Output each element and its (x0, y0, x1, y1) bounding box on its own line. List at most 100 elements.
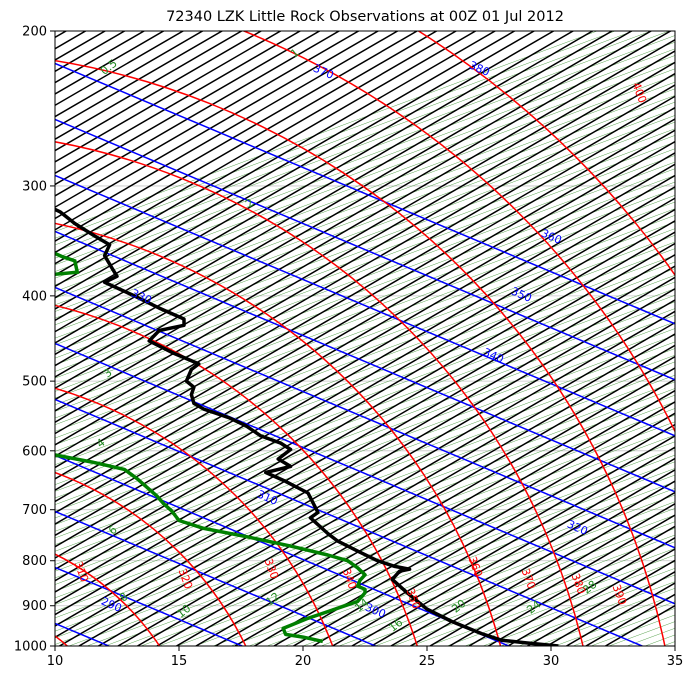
mixing-ratio-line (572, 607, 675, 646)
mixing-ratio-line (55, 274, 675, 505)
moist-adiabat-line (55, 118, 675, 381)
y-tick-label: 700 (22, 503, 47, 518)
isotherm-line (78, 299, 675, 646)
mixing-ratio-line (55, 35, 675, 266)
mixing-ratio-line (55, 121, 675, 352)
y-tick-label: 600 (22, 444, 47, 459)
mixing-ratio-line (55, 221, 675, 452)
mixing-ratio-line (55, 81, 675, 312)
mixing-ratio-line (55, 381, 675, 612)
isotherm-line (0, 0, 76, 646)
dry-adiabat-label: 350 (404, 587, 423, 611)
mixing-ratio-line (248, 488, 675, 646)
mixing-ratio-line (55, 215, 675, 445)
mixing-ratio-line (55, 195, 675, 426)
mixing-ratio-line (644, 634, 675, 646)
isotherm-line (55, 265, 675, 627)
mixing-ratio-line (140, 448, 675, 646)
isotherm-line (55, 31, 458, 265)
isotherm-line (351, 457, 675, 646)
isotherm-line (55, 31, 224, 129)
isotherm-line (55, 31, 478, 276)
moist-adiabat-line (55, 342, 675, 605)
dry-adiabat-label: 320 (176, 567, 195, 591)
isotherm-line (55, 276, 675, 639)
isotherm-line (55, 31, 185, 107)
y-tick-label: 800 (22, 554, 47, 569)
moist-adiabat-label: 360 (539, 227, 563, 247)
moist-adiabat-line (55, 566, 245, 646)
mixing-ratio-line (55, 281, 675, 512)
moist-adiabat-label: 310 (255, 488, 279, 508)
mixing-ratio-line (104, 434, 675, 646)
isotherm-line (55, 31, 614, 356)
mixing-ratio-line (55, 361, 675, 592)
mixing-ratio-label: 16 (386, 616, 405, 635)
x-tick-label: 35 (667, 654, 684, 669)
mixing-ratio-line (55, 228, 675, 459)
x-tick-label: 10 (47, 654, 64, 669)
x-tick-label: 25 (419, 654, 436, 669)
isotherm-line (137, 333, 675, 646)
mixing-ratio-line (55, 201, 675, 432)
isotherm-line (55, 31, 146, 84)
mixing-ratio-line (55, 31, 652, 252)
mixing-ratio-line (55, 128, 675, 359)
isotherm-line (55, 61, 675, 424)
mixing-ratio-line (55, 261, 675, 492)
isotherm-line (55, 231, 675, 593)
isotherm-line (429, 502, 675, 646)
isotherm-line (55, 31, 517, 299)
isotherm-line (55, 72, 675, 435)
isotherm-line (0, 0, 96, 646)
isotherm-line (55, 31, 244, 141)
isotherm-line (117, 321, 675, 646)
mixing-ratio-line (55, 348, 675, 579)
isotherm-line (55, 163, 675, 525)
isotherm-line (55, 50, 675, 412)
mixing-ratio-line (55, 255, 675, 485)
isotherm-line (55, 129, 675, 492)
mixing-ratio-line (55, 368, 675, 599)
y-tick-label: 400 (22, 289, 47, 304)
isotherm-line (55, 197, 675, 559)
mixing-ratio-line (158, 454, 675, 646)
mixing-ratio-line (55, 135, 675, 366)
mixing-ratio-line (55, 181, 675, 412)
isotherm-line (55, 185, 675, 548)
mixing-ratio-line (55, 108, 675, 339)
isotherm-line (55, 31, 575, 333)
mixing-ratio-line (681, 31, 694, 646)
isotherm-line (0, 0, 115, 646)
mixing-ratio-line (284, 501, 675, 646)
isotherm-line (55, 31, 380, 220)
mixing-ratio-line (55, 168, 675, 399)
mixing-ratio-line (266, 494, 675, 646)
mixing-ratio-line (374, 534, 675, 646)
mixing-ratio-line (55, 321, 675, 552)
isotherm-line (55, 31, 302, 175)
mixing-ratio-line (392, 541, 675, 646)
isotherm-line (55, 31, 556, 322)
isotherm-line (55, 31, 283, 163)
mixing-ratio-line (338, 521, 675, 646)
moist-adiabat-line (55, 62, 675, 325)
x-tick-label: 20 (295, 654, 312, 669)
moist-adiabat-line (55, 174, 675, 437)
isotherm-line (55, 219, 675, 582)
mixing-ratio-line (55, 41, 675, 272)
isotherm-line (55, 31, 634, 367)
isotherm-line (55, 242, 675, 605)
plot-frame (54, 30, 676, 647)
isotherm-line (449, 514, 675, 646)
isotherm-line (468, 525, 675, 646)
mixing-ratio-line (55, 175, 675, 406)
isotherm-line (55, 31, 361, 209)
moist-adiabat-line (35, 671, 694, 680)
isotherm-line (55, 31, 166, 95)
isotherm-line (55, 95, 675, 458)
mixing-ratio-label: 6 (106, 523, 120, 538)
y-tick-label: 200 (22, 25, 47, 40)
isotherm-line (55, 152, 675, 514)
moist-adiabat-line (55, 286, 675, 549)
